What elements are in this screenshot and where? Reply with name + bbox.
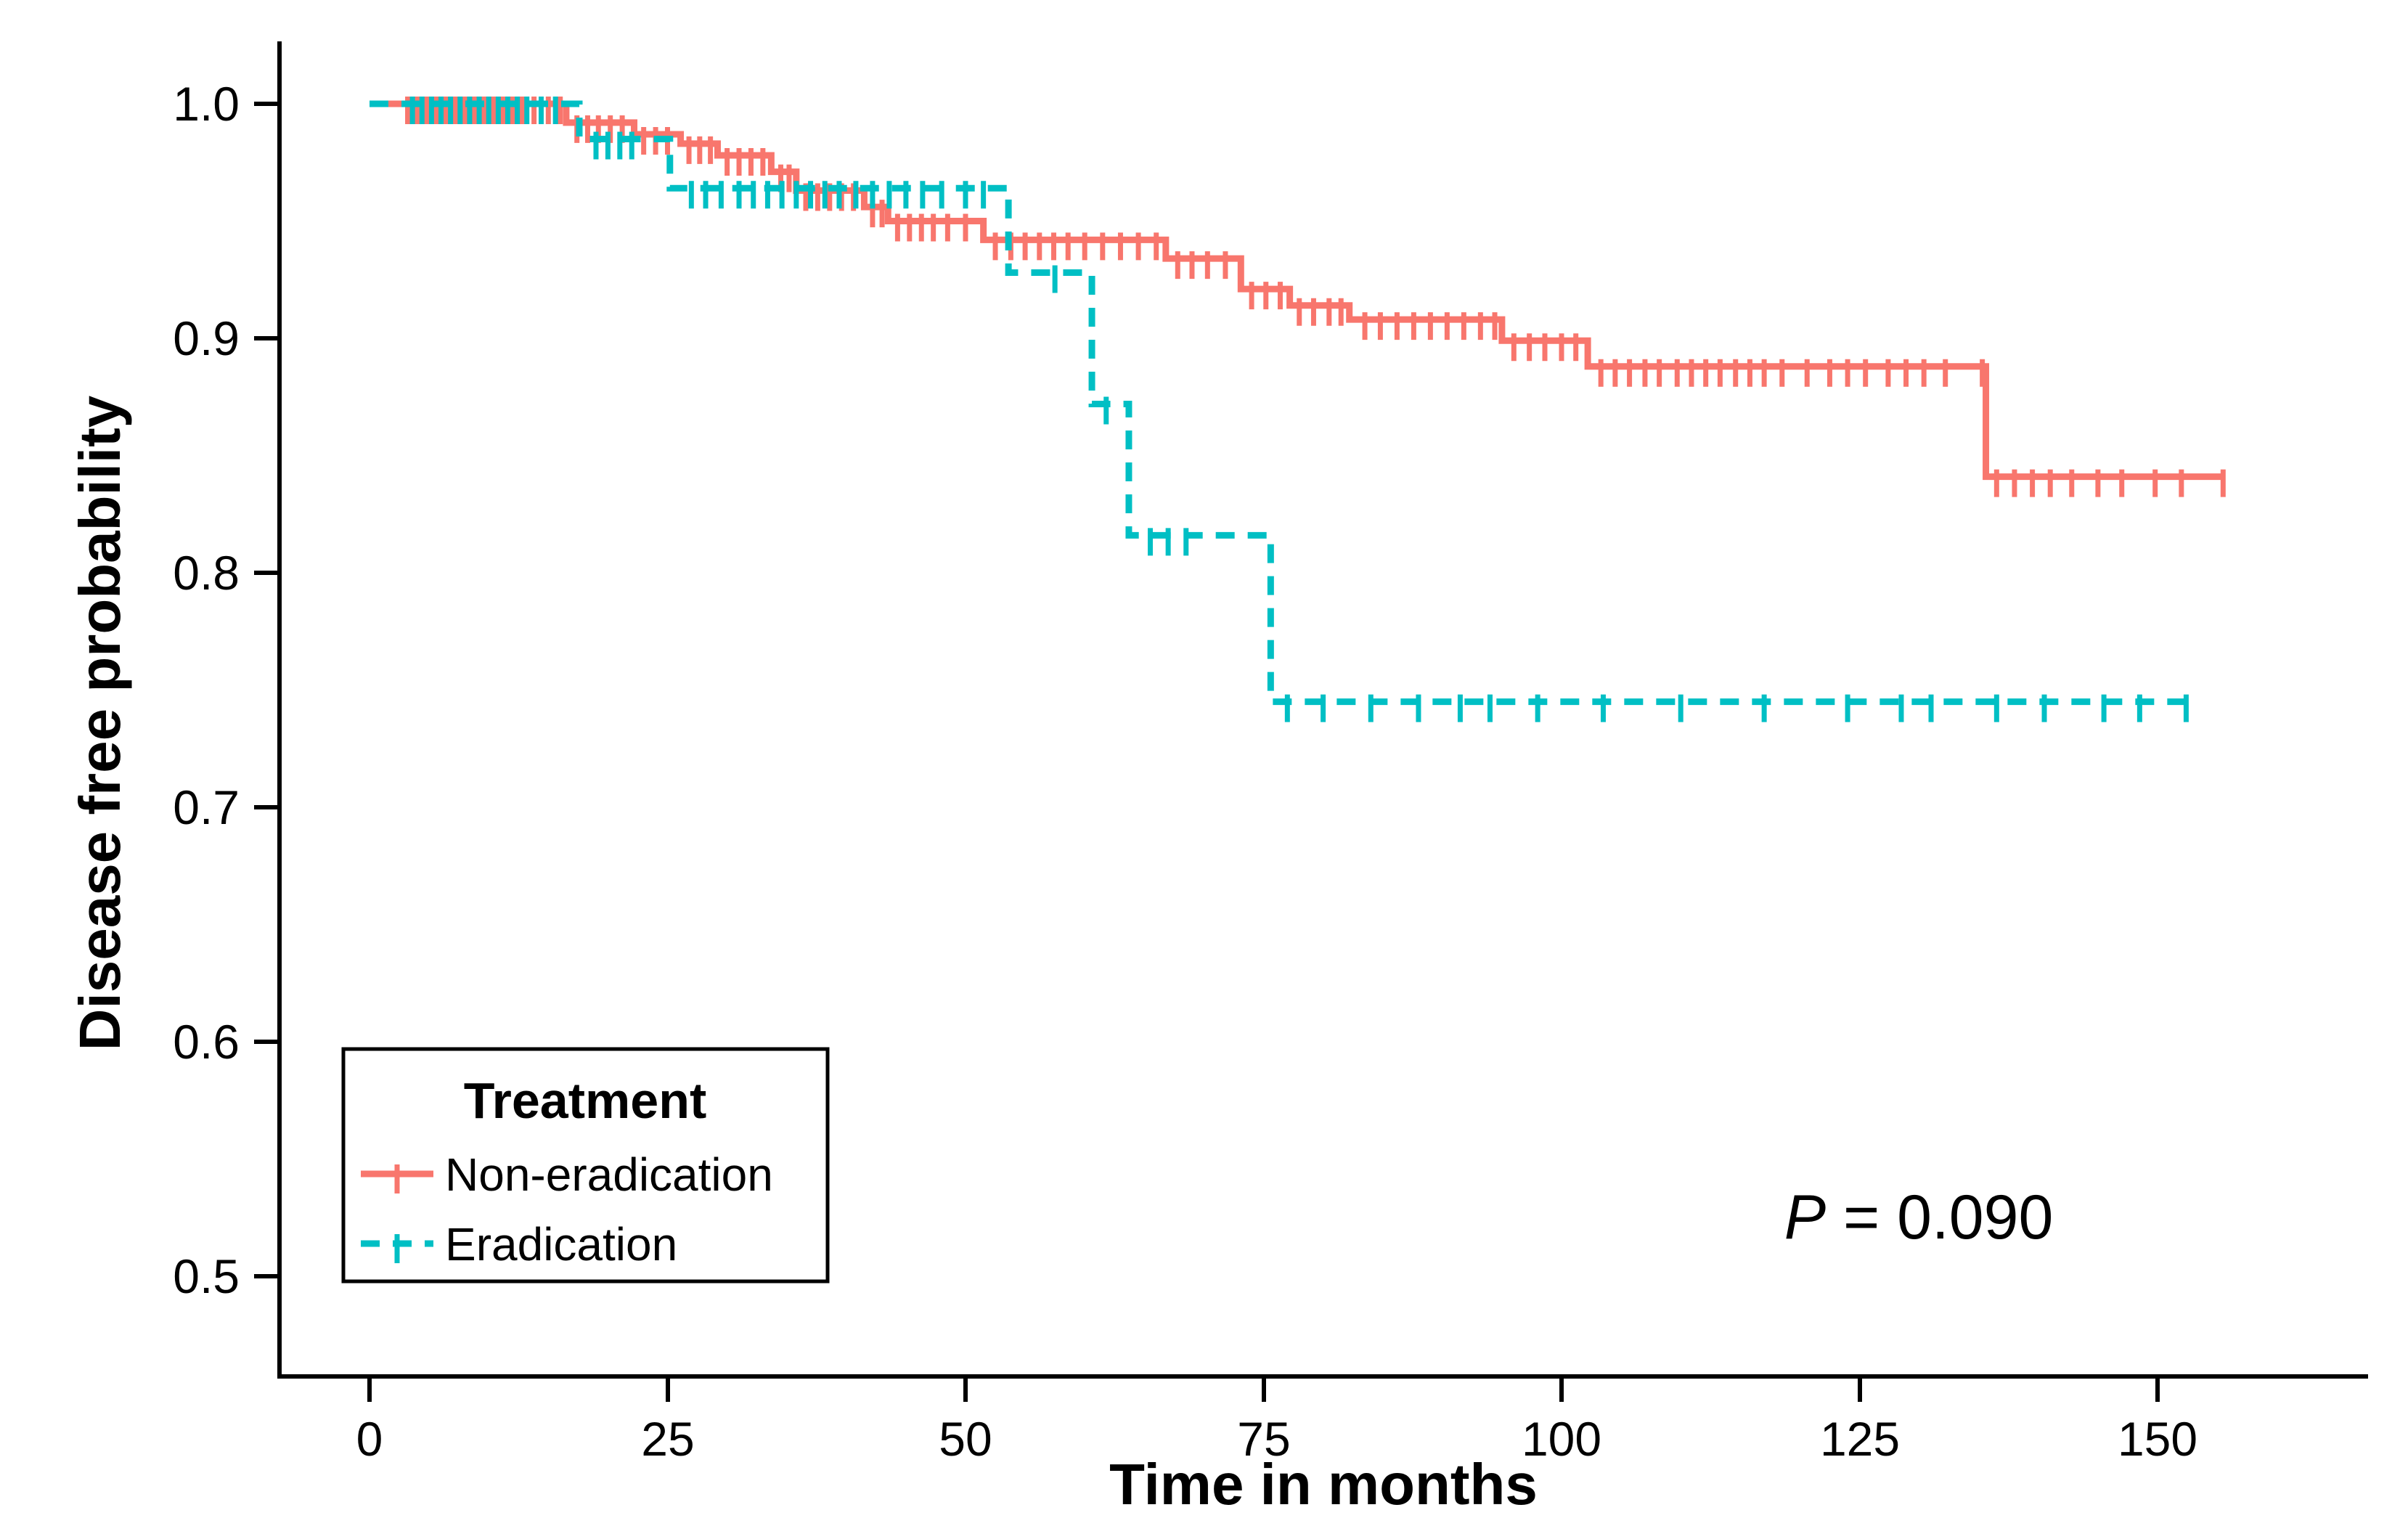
km-series-eradication <box>370 97 2189 722</box>
legend: Treatment Non-eradication Eradication <box>341 1047 830 1284</box>
y-tick-label: 0.8 <box>173 546 240 600</box>
x-tick-label: 50 <box>939 1412 992 1466</box>
legend-title: Treatment <box>464 1072 707 1129</box>
y-axis-ticks: 1.0 0.9 0.8 0.7 0.6 0.5 <box>173 77 279 1303</box>
legend-entry-eradication: Eradication <box>361 1218 677 1270</box>
y-tick-label: 1.0 <box>173 77 240 131</box>
x-tick-label: 25 <box>641 1412 694 1466</box>
km-curve-non-eradication <box>370 100 2224 481</box>
x-tick-label: 100 <box>1522 1412 1601 1466</box>
legend-entry-non-eradication: Non-eradication <box>361 1148 773 1201</box>
y-tick-label: 0.7 <box>173 780 240 834</box>
series-layer <box>370 97 2226 722</box>
x-axis-title: Time in months <box>1109 1452 1538 1517</box>
x-tick-label: 150 <box>2118 1412 2197 1466</box>
p-value-annotation: P = 0.090 <box>1784 1183 2054 1252</box>
y-axis-title: Disease free probability <box>68 395 132 1050</box>
x-tick-label: 75 <box>1237 1412 1290 1466</box>
p-value-number: = 0.090 <box>1826 1183 2053 1252</box>
km-curve-eradication <box>370 100 2187 706</box>
y-tick-label: 0.5 <box>173 1249 240 1303</box>
x-tick-label: 0 <box>356 1412 383 1466</box>
x-axis-ticks: 0 25 50 75 100 125 150 <box>356 1376 2197 1466</box>
y-tick-label: 0.6 <box>173 1015 240 1069</box>
legend-label: Non-eradication <box>445 1148 773 1201</box>
p-value-symbol: P <box>1784 1183 1826 1252</box>
axes <box>277 41 2368 1379</box>
legend-label: Eradication <box>445 1218 677 1270</box>
km-series-non-eradication <box>370 97 2226 497</box>
legend-box <box>341 1047 830 1284</box>
x-tick-label: 125 <box>1820 1412 1900 1466</box>
y-tick-label: 0.9 <box>173 311 240 365</box>
